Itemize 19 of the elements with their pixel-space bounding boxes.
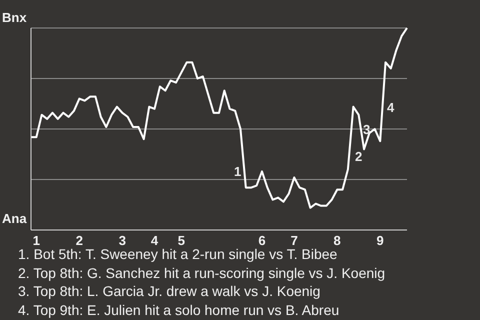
text: 2. Top 8th: G. Sanchez hit a run-scoring single vs J. Koenig [18,264,386,282]
text: 4. Top 9th: E. Julien hit a solo home run vs B. Abreu [18,300,340,320]
text: Bnx [2,10,27,25]
x-tick-label: 6 [258,233,266,248]
x-tick-label: 3 [118,233,126,248]
text: 3. Top 8th: L. Garcia Jr. drew a walk vs J. Koenig [18,282,322,301]
x-tick-label: 9 [376,233,384,248]
text: Ana [2,211,27,226]
x-tick-label: 2 [76,233,83,248]
x-tick-label: 4 [150,233,159,248]
x-tick-label: 7 [290,233,298,248]
x-tick-label: 8 [334,233,341,248]
annotation: 2 [355,149,362,165]
x-tick-label: 5 [178,233,186,248]
x-tick-label: 1 [32,233,40,248]
annotation: 1 [234,164,242,180]
annotation: 3 [363,122,370,138]
annotation: 4 [387,100,394,116]
text: 1. Bot 5th: T. Sweeney hit a 2-run single vs T. Bibee [18,246,338,262]
